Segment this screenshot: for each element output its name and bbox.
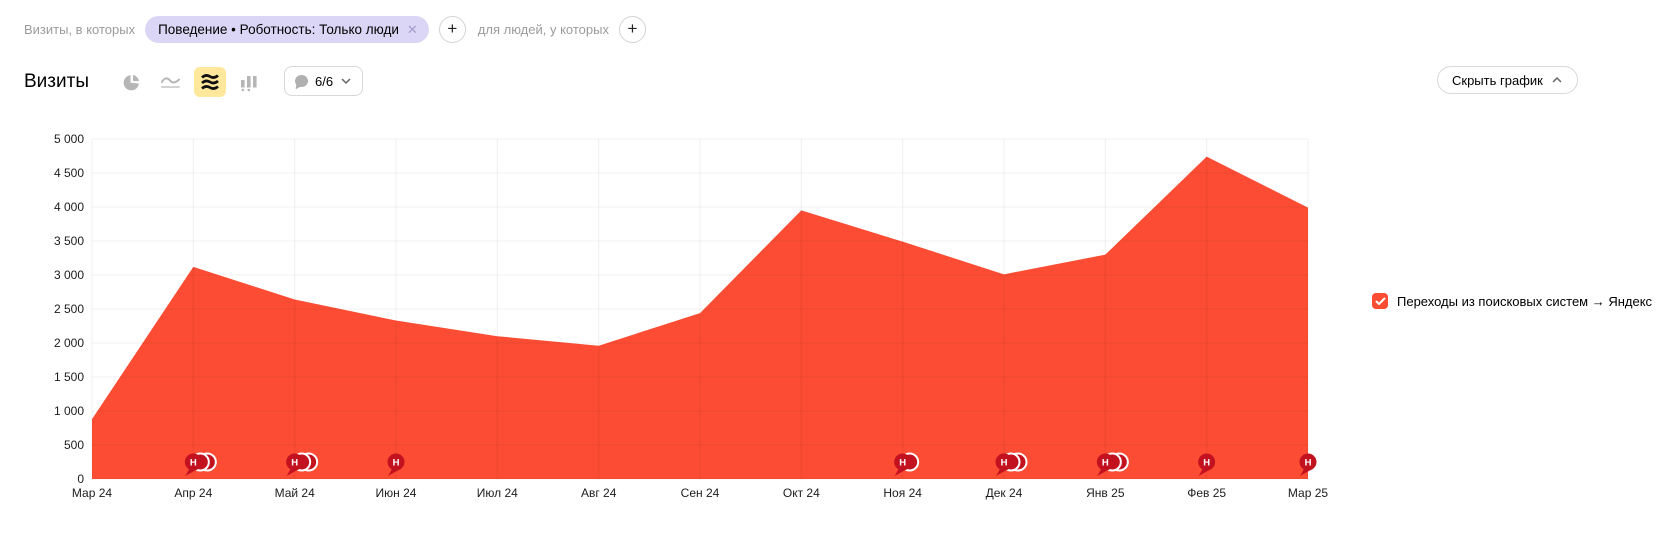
x-tick-label: Янв 25 — [1086, 486, 1125, 500]
x-tick-label: Авг 24 — [581, 486, 617, 500]
x-tick-label: Фев 25 — [1187, 486, 1226, 500]
chart-type-line-button[interactable] — [155, 67, 187, 97]
chevron-down-icon — [341, 78, 351, 85]
area-series[interactable] — [92, 156, 1308, 479]
visits-chart: 0 500 1 000 1 500 2 000 2 500 3 000 3 500 4 000 4… — [0, 122, 1360, 522]
news-marker[interactable]: Н — [1299, 453, 1317, 477]
line-chart-icon — [161, 77, 181, 88]
x-tick-label: Сен 24 — [681, 486, 720, 500]
news-marker[interactable]: Н — [995, 452, 1028, 477]
news-marker-circle — [1096, 453, 1114, 471]
hide-chart-label: Скрыть график — [1452, 72, 1543, 88]
y-tick-label: 3 500 — [54, 234, 84, 248]
y-tick-label: 4 500 — [54, 166, 84, 180]
column-chart-icon — [240, 75, 257, 91]
news-marker-circle — [1299, 453, 1317, 471]
add-people-condition-button[interactable]: + — [618, 15, 646, 43]
x-tick-label: Мар 24 — [72, 486, 112, 500]
news-marker-circle — [995, 453, 1013, 471]
y-tick-label: 500 — [64, 438, 84, 452]
y-tick-label: 3 000 — [54, 268, 84, 282]
news-marker[interactable]: Н — [1096, 452, 1129, 477]
news-marker-circle — [894, 453, 912, 471]
legend-label[interactable]: Переходы из поисковых систем → Яндекс — [1397, 293, 1653, 309]
y-tick-label: 4 000 — [54, 200, 84, 214]
chart-type-pie-button[interactable] — [116, 67, 148, 97]
chart-type-switcher — [116, 66, 272, 98]
news-marker-letter: Н — [899, 458, 906, 469]
segment-chip-label: Поведение • Роботность: Только люди — [158, 21, 399, 37]
y-tick-label: 0 — [77, 472, 84, 486]
chart-type-area-button[interactable] — [193, 67, 226, 97]
x-tick-label: Окт 24 — [783, 486, 820, 500]
news-marker-letter: Н — [190, 458, 197, 469]
news-marker-circle — [184, 453, 202, 471]
plus-icon: + — [447, 19, 458, 38]
x-tick-label: Апр 24 — [174, 486, 212, 500]
legend-checkbox[interactable] — [1372, 293, 1388, 309]
x-tick-label: Июл 24 — [477, 486, 518, 500]
people-filter-label: для людей, у которых — [477, 21, 609, 37]
news-marker[interactable]: Н — [387, 453, 405, 477]
comments-button[interactable]: 6/6 — [283, 66, 364, 96]
y-tick-label: 5 000 — [54, 132, 84, 146]
x-tick-label: Май 24 — [275, 486, 316, 500]
pie-chart-icon — [124, 74, 140, 90]
news-marker-letter: Н — [291, 458, 298, 469]
news-marker-circle — [1198, 453, 1216, 471]
news-marker[interactable]: Н — [894, 452, 920, 477]
comments-count: 6/6 — [314, 73, 334, 89]
check-icon — [1375, 297, 1385, 305]
news-marker-letter: Н — [1305, 458, 1312, 469]
chip-remove-icon[interactable]: ✕ — [406, 21, 418, 37]
x-tick-label: Ноя 24 — [883, 486, 922, 500]
stacked-area-chart-icon — [201, 73, 219, 90]
page-title: Визиты — [24, 71, 89, 92]
visits-area-chart[interactable]: 0 500 1 000 1 500 2 000 2 500 3 000 3 500 4 000 4… — [0, 122, 1360, 522]
news-marker-circle — [387, 453, 405, 471]
x-tick-label: Июн 24 — [376, 486, 417, 500]
y-tick-label: 2 000 — [54, 336, 84, 350]
y-tick-label: 1 000 — [54, 404, 84, 418]
chart-toolbar: Визиты — [24, 66, 1636, 98]
y-tick-label: 2 500 — [54, 302, 84, 316]
news-marker-letter: Н — [1203, 458, 1210, 469]
news-marker[interactable]: Н — [1198, 453, 1216, 477]
news-marker[interactable]: Н — [286, 452, 319, 477]
hide-chart-button[interactable]: Скрыть график — [1437, 66, 1578, 94]
segment-chip[interactable]: Поведение • Роботность: Только люди ✕ — [145, 15, 429, 43]
visits-filter-label: Визиты, в которых — [24, 21, 136, 37]
x-tick-label: Дек 24 — [986, 486, 1023, 500]
add-visit-condition-button[interactable]: + — [438, 15, 466, 43]
news-marker-letter: Н — [393, 458, 400, 469]
chart-type-columns-button[interactable] — [233, 67, 265, 97]
chart-legend: Переходы из поисковых систем → Яндекс — [1372, 293, 1652, 309]
news-marker-circle — [286, 453, 304, 471]
news-marker[interactable]: Н — [184, 452, 217, 477]
chevron-up-icon — [1552, 76, 1562, 83]
news-marker-letter: Н — [1102, 458, 1109, 469]
comment-bubble-icon — [294, 75, 308, 87]
y-tick-label: 1 500 — [54, 370, 84, 384]
segment-filter-bar: Визиты, в которых Поведение • Роботность… — [24, 15, 646, 43]
news-marker-letter: Н — [1001, 458, 1008, 469]
plus-icon: + — [627, 19, 638, 38]
x-tick-label: Мар 25 — [1288, 486, 1328, 500]
